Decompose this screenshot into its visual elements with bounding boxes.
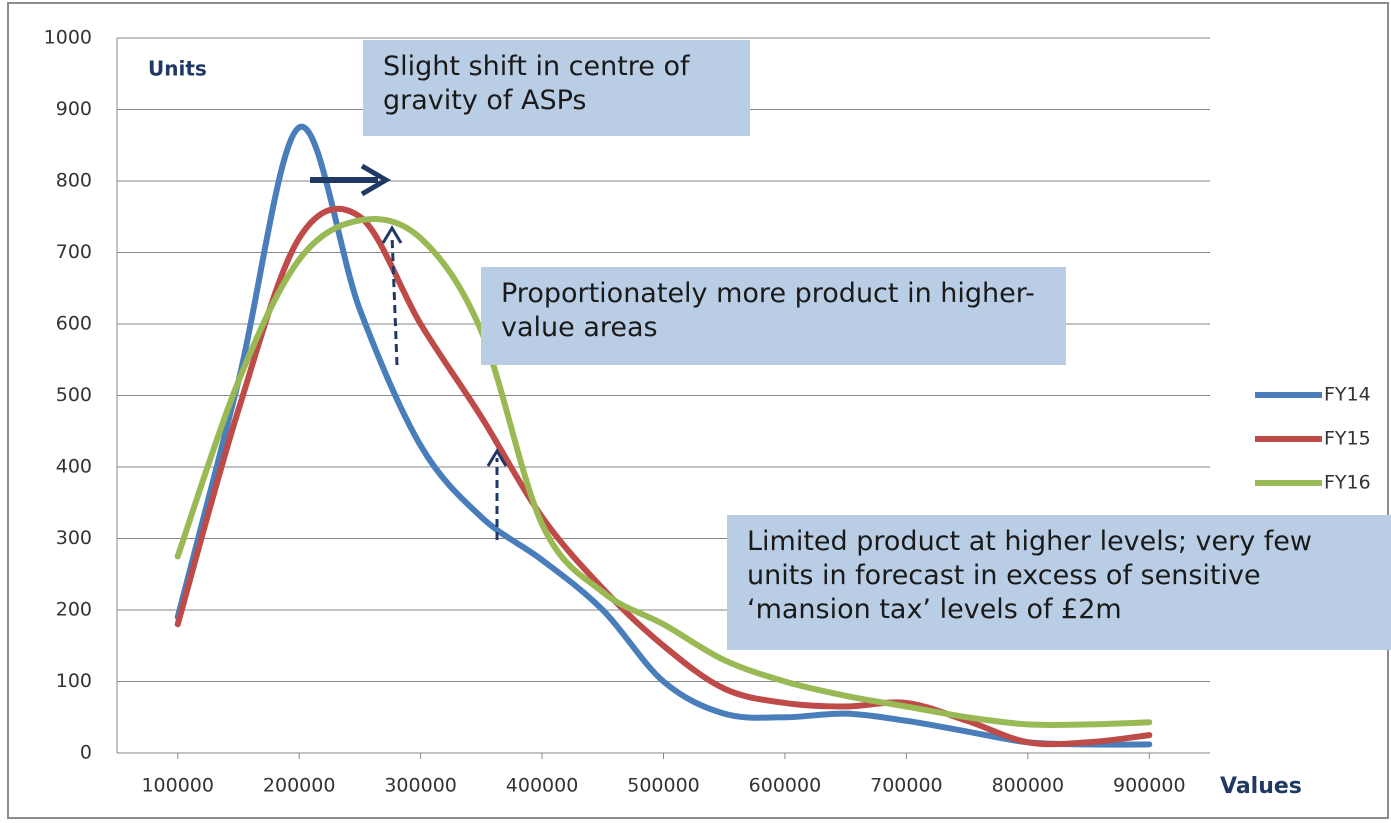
legend-label: FY15 — [1324, 428, 1371, 450]
y-tick-label: 400 — [56, 456, 92, 478]
x-tick-label: 100000 — [141, 775, 214, 797]
legend-label: FY16 — [1324, 472, 1371, 494]
y-tick-label: 300 — [56, 527, 92, 549]
series-line — [174, 216, 1153, 729]
x-tick-label: 600000 — [749, 775, 822, 797]
y-axis-title: Units — [148, 57, 207, 81]
y-tick-label: 900 — [56, 98, 92, 120]
y-tick-label: 100 — [56, 670, 92, 692]
x-tick-label: 900000 — [1113, 775, 1186, 797]
x-axis-title: Values — [1220, 774, 1302, 799]
x-tick-label: 800000 — [992, 775, 1065, 797]
arrow-head — [381, 225, 403, 244]
x-tick-label: 700000 — [870, 775, 943, 797]
y-tick-label: 800 — [56, 170, 92, 192]
x-tick-label: 200000 — [263, 775, 336, 797]
x-tick-label: 400000 — [506, 775, 579, 797]
arrow-head — [486, 448, 508, 467]
y-tick-label: 1000 — [44, 27, 92, 49]
annotation: Slight shift in centre of gravity of ASP… — [363, 40, 750, 136]
x-tick-label: 500000 — [627, 775, 700, 797]
y-tick-label: 700 — [56, 241, 92, 263]
y-tick-label: 600 — [56, 313, 92, 335]
series-line — [174, 205, 1153, 748]
arrow-head — [360, 163, 391, 197]
x-tick-label: 300000 — [384, 775, 457, 797]
annotation: Proportionately more product in higher-v… — [481, 267, 1066, 365]
series-line — [174, 123, 1153, 748]
y-tick-label: 500 — [56, 384, 92, 406]
arrow — [390, 234, 399, 366]
arrows — [310, 163, 508, 540]
y-tick-label: 200 — [56, 599, 92, 621]
chart-border — [7, 2, 1389, 819]
legend-label: FY14 — [1324, 384, 1371, 406]
y-tick-label: 0 — [80, 742, 92, 764]
annotation: Limited product at higher levels; very f… — [727, 515, 1391, 650]
